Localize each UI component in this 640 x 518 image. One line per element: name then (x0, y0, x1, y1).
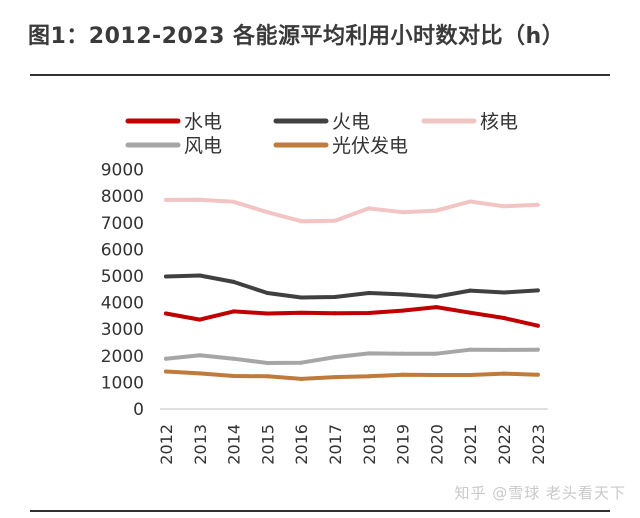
data-point (333, 218, 337, 223)
data-point (265, 311, 270, 316)
data-point (265, 291, 270, 296)
data-point (299, 295, 304, 300)
y-tick-label: 4000 (101, 294, 144, 314)
legend-label-2: 核电 (480, 111, 518, 133)
data-point (468, 288, 473, 293)
data-point (197, 371, 202, 376)
data-point (366, 374, 371, 379)
data-point (434, 372, 439, 377)
data-point (231, 309, 236, 314)
data-point (535, 202, 540, 207)
y-tick-label: 0 (133, 400, 144, 420)
data-point (366, 291, 371, 296)
bottom-rule (30, 510, 610, 512)
data-point (231, 199, 236, 204)
y-tick-label: 5000 (101, 267, 144, 287)
top-rule (30, 74, 610, 76)
series-line-0 (164, 305, 540, 328)
data-point (333, 295, 337, 300)
data-point (366, 310, 371, 315)
x-tick-label: 2012 (157, 424, 176, 465)
data-point (400, 210, 405, 215)
data-point (502, 316, 506, 321)
data-point (535, 288, 540, 293)
data-point (231, 356, 236, 361)
x-tick-label: 2021 (461, 424, 480, 465)
legend-label-3: 风电 (184, 135, 222, 157)
data-point (333, 311, 337, 316)
data-point (434, 208, 439, 213)
data-point (468, 372, 473, 377)
data-point (502, 347, 506, 352)
series-line-3 (164, 347, 540, 365)
data-point (434, 294, 439, 299)
data-point (299, 219, 304, 224)
y-tick-label: 8000 (101, 187, 144, 207)
data-point (333, 355, 337, 360)
x-tick-label: 2018 (360, 424, 379, 465)
x-tick-label: 2017 (326, 424, 345, 465)
legend-label-4: 光伏发电 (332, 135, 408, 157)
y-tick-label: 3000 (101, 320, 144, 340)
data-point (265, 210, 270, 215)
data-point (535, 347, 540, 352)
y-tick-label: 9000 (101, 161, 144, 181)
data-point (468, 199, 473, 204)
data-point (400, 308, 405, 313)
data-point (400, 351, 405, 356)
series-line-2 (164, 197, 540, 224)
data-point (468, 310, 473, 315)
x-tick-label: 2013 (191, 424, 210, 465)
data-point (366, 351, 371, 356)
data-point (535, 323, 540, 328)
data-point (197, 273, 202, 278)
data-point (299, 310, 304, 315)
data-point (197, 317, 202, 322)
data-point (164, 311, 168, 316)
x-tick-label: 2015 (258, 424, 277, 465)
data-point (231, 279, 236, 284)
x-tick-label: 2022 (495, 424, 514, 465)
data-point (502, 290, 506, 295)
data-point (333, 375, 337, 380)
data-point (299, 360, 304, 365)
watermark: 知乎 @雪球 老头看天下 (454, 484, 626, 502)
data-point (164, 356, 168, 361)
legend-label-0: 水电 (184, 111, 222, 133)
x-tick-label: 2023 (529, 424, 548, 465)
data-point (197, 353, 202, 358)
data-point (231, 374, 236, 379)
y-tick-label: 2000 (101, 347, 144, 367)
data-point (502, 204, 506, 209)
x-tick-label: 2020 (427, 424, 446, 465)
series-line-4 (164, 369, 540, 381)
data-point (197, 197, 202, 202)
legend-label-1: 火电 (332, 111, 370, 133)
data-point (299, 376, 304, 381)
series-line-1 (164, 273, 540, 300)
data-point (265, 374, 270, 379)
data-point (164, 369, 168, 374)
data-point (164, 274, 168, 279)
data-point (502, 371, 506, 376)
data-point (164, 197, 168, 202)
data-point (434, 351, 439, 356)
data-point (265, 360, 270, 365)
x-tick-label: 2019 (394, 424, 413, 465)
x-tick-label: 2016 (292, 424, 311, 465)
data-point (434, 305, 439, 310)
x-tick-label: 2014 (225, 424, 244, 465)
y-tick-label: 6000 (101, 240, 144, 260)
y-tick-label: 7000 (101, 214, 144, 234)
data-point (468, 347, 473, 352)
data-point (535, 372, 540, 377)
y-tick-label: 1000 (101, 373, 144, 393)
data-point (400, 372, 405, 377)
chart-title: 图1：2012-2023 各能源平均利用小时数对比（h） (28, 24, 565, 49)
data-point (400, 292, 405, 297)
data-point (366, 206, 371, 211)
